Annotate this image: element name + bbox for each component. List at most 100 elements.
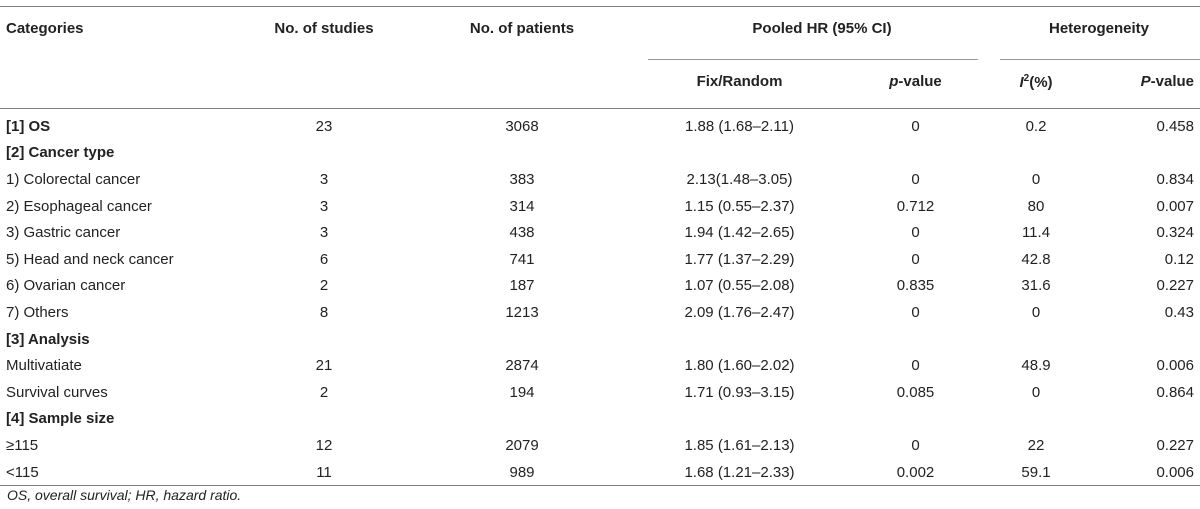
cell-pooled-hr: 1.80 (1.60–2.02) (684, 357, 795, 375)
cell-no-studies: 6 (319, 250, 329, 268)
table-header: Categories No. of studies No. of patient… (0, 6, 1200, 109)
cell-P-value: 0.458 (1156, 117, 1194, 135)
cell-no-studies: 12 (315, 436, 333, 454)
cell-i2: 0.2 (1025, 117, 1047, 135)
table-row: 3) Gastric cancer 3 438 1.94 (1.42–2.65) 0 11… (0, 219, 1200, 246)
cell-no-patients: 314 (509, 197, 535, 215)
cell-P-value: 0.324 (1156, 224, 1194, 242)
table-row: [1] OS 23 3068 1.88 (1.68–2.11) 0 0.2 0.458 (0, 109, 1200, 140)
header-no-studies: No. of studies (274, 20, 374, 37)
cell-no-studies: 2 (319, 277, 329, 295)
header-row-1: Categories No. of studies No. of patient… (0, 6, 1200, 61)
table-row: 2) Esophageal cancer 3 314 1.15 (0.55–2.37)… (0, 193, 1200, 220)
table-row: <115 11 989 1.68 (1.21–2.33) 0.002 59.1 0.006 (0, 459, 1200, 486)
cell-category: Multivatiate (6, 357, 82, 375)
cell-pooled-hr: 1.94 (1.42–2.65) (684, 224, 795, 242)
cell-pooled-hr: 1.68 (1.21–2.33) (684, 463, 795, 481)
section-label: [4] Sample size (6, 410, 115, 428)
cell-pooled-hr: 1.15 (0.55–2.37) (684, 197, 795, 215)
cell-no-patients: 741 (509, 250, 535, 268)
table-row: Multivatiate 21 2874 1.80 (1.60–2.02) 0 48.9 0… (0, 352, 1200, 379)
cell-p-value: 0 (911, 250, 920, 268)
cell-no-patients: 989 (509, 463, 535, 481)
cell-i2: 11.4 (1021, 224, 1051, 242)
cell-category: Survival curves (6, 383, 108, 401)
cell-no-patients: 383 (509, 170, 535, 188)
cell-category: 7) Others (6, 303, 69, 321)
section-label: [3] Analysis (6, 330, 90, 348)
cell-no-studies: 23 (315, 117, 333, 135)
header-P-value: P-value (1140, 73, 1194, 90)
cell-p-value: 0 (911, 357, 920, 375)
table-row: 7) Others 8 1213 2.09 (1.76–2.47) 0 0 0.43 (0, 299, 1200, 326)
table-row: 1) Colorectal cancer 3 383 2.13(1.48–3.05) 0… (0, 166, 1200, 193)
header-categories: Categories (6, 20, 84, 37)
section-row: [4] Sample size (0, 406, 1200, 433)
cell-p-value: 0 (911, 224, 920, 242)
cell-pooled-hr: 2.13(1.48–3.05) (686, 170, 793, 188)
table-row: ≥115 12 2079 1.85 (1.61–2.13) 0 22 0.227 (0, 432, 1200, 459)
cell-p-value: 0.085 (896, 383, 935, 401)
cell-p-value: 0.712 (896, 197, 935, 215)
cell-no-studies: 3 (319, 224, 329, 242)
cell-pooled-hr: 1.77 (1.37–2.29) (684, 250, 795, 268)
table-footnote: OS, overall survival; HR, hazard ratio. (7, 487, 242, 503)
cell-no-studies: 21 (315, 357, 333, 375)
table-row: Survival curves 2 194 1.71 (0.93–3.15) 0.085… (0, 379, 1200, 406)
cell-P-value: 0.007 (1156, 197, 1194, 215)
header-p-value: p-value (889, 73, 942, 90)
cell-i2: 59.1 (1021, 463, 1051, 481)
cell-i2: 0 (1031, 170, 1041, 188)
cell-i2: 0 (1031, 383, 1041, 401)
header-no-patients: No. of patients (469, 20, 575, 37)
cell-p-value: 0.002 (896, 463, 935, 481)
cell-i2: 31.6 (1021, 277, 1051, 295)
cell-pooled-hr: 1.88 (1.68–2.11) (685, 117, 794, 135)
cell-no-patients: 187 (509, 277, 535, 295)
cell-no-patients: 438 (509, 224, 535, 242)
cell-no-studies: 3 (319, 170, 329, 188)
cell-p-value: 0.835 (896, 277, 935, 295)
cell-P-value: 0.227 (1156, 436, 1194, 454)
cell-category: [1] OS (6, 117, 51, 135)
cell-category: 3) Gastric cancer (6, 224, 121, 242)
cell-p-value: 0 (911, 303, 920, 321)
cell-pooled-hr: 1.71 (0.93–3.15) (684, 383, 795, 401)
cell-P-value: 0.864 (1156, 383, 1194, 401)
cell-i2: 80 (1027, 197, 1045, 215)
cell-i2: 42.8 (1021, 250, 1051, 268)
cell-category: 1) Colorectal cancer (6, 170, 141, 188)
cell-P-value: 0.227 (1156, 277, 1194, 295)
cell-pooled-hr: 2.09 (1.76–2.47) (684, 303, 795, 321)
cell-no-patients: 3068 (505, 117, 539, 135)
cell-category: <115 (6, 463, 39, 481)
cell-p-value: 0 (911, 436, 920, 454)
cell-i2: 22 (1027, 436, 1045, 454)
cell-category: 5) Head and neck cancer (6, 250, 174, 268)
results-table: Categories No. of studies No. of patient… (0, 6, 1200, 486)
table-body: [1] OS 23 3068 1.88 (1.68–2.11) 0 0.2 0.458 [2]… (0, 109, 1200, 486)
table-row: 5) Head and neck cancer 6 741 1.77 (1.37–2.… (0, 246, 1200, 273)
header-row-2: Fix/Random p-value I2(%) P-value (0, 60, 1200, 109)
cell-P-value: 0.006 (1156, 463, 1194, 481)
table-row: 6) Ovarian cancer 2 187 1.07 (0.55–2.08) 0.8… (0, 273, 1200, 300)
cell-P-value: 0.006 (1156, 357, 1194, 375)
cell-no-patients: 1213 (505, 303, 539, 321)
cell-no-patients: 2079 (505, 436, 539, 454)
cell-no-studies: 3 (319, 197, 329, 215)
cell-category: 6) Ovarian cancer (6, 277, 126, 295)
cell-p-value: 0 (911, 170, 920, 188)
section-row: [3] Analysis (0, 326, 1200, 353)
cell-pooled-hr: 1.07 (0.55–2.08) (684, 277, 795, 295)
header-pooled-hr: Pooled HR (95% CI) (646, 7, 998, 61)
cell-i2: 0 (1031, 303, 1041, 321)
section-label: [2] Cancer type (6, 144, 115, 162)
cell-P-value: 0.834 (1156, 170, 1194, 188)
cell-no-patients: 2874 (505, 357, 539, 375)
cell-category: 2) Esophageal cancer (6, 197, 152, 215)
cell-p-value: 0 (911, 117, 920, 135)
cell-P-value: 0.43 (1164, 303, 1194, 321)
cell-no-patients: 194 (509, 383, 535, 401)
header-fix-random: Fix/Random (696, 73, 783, 90)
